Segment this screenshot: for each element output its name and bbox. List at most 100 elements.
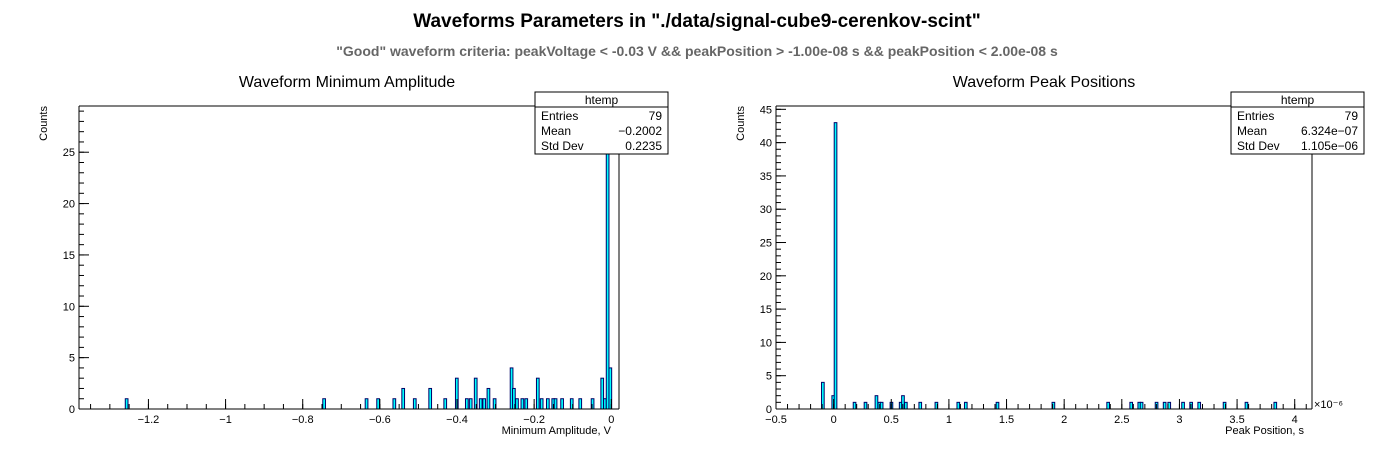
x-tick-label: −0.6 bbox=[369, 414, 391, 426]
x-tick-label: 0.5 bbox=[884, 414, 899, 426]
histogram-bar bbox=[376, 398, 380, 410]
x-axis-label: Peak Position, s bbox=[1225, 425, 1304, 437]
stats-box-name: htemp bbox=[1281, 93, 1315, 107]
y-tick-label: 15 bbox=[63, 250, 75, 262]
histogram-bar bbox=[482, 398, 487, 410]
y-tick-label: 10 bbox=[63, 301, 75, 313]
histogram-bar bbox=[524, 398, 529, 410]
histogram-bar bbox=[1244, 401, 1249, 410]
x-axis-label: Minimum Amplitude, V bbox=[502, 425, 612, 437]
y-axis-label: Counts bbox=[735, 106, 747, 141]
histogram-bar bbox=[535, 377, 540, 410]
y-tick-label: 20 bbox=[63, 199, 75, 211]
histogram-bar bbox=[520, 398, 525, 410]
histogram-bar bbox=[401, 387, 406, 410]
histogram-bar bbox=[545, 398, 550, 410]
y-tick-label: 35 bbox=[760, 171, 772, 183]
stats-box-frame bbox=[1230, 91, 1365, 155]
histogram-bar bbox=[443, 398, 448, 410]
histogram-bar bbox=[833, 122, 838, 410]
x-tick-label: −0.2 bbox=[523, 414, 545, 426]
histogram-bar bbox=[553, 398, 558, 410]
histogram-bar bbox=[478, 398, 483, 410]
stats-box-label: Std Dev bbox=[1237, 139, 1280, 153]
histogram-bar bbox=[515, 398, 519, 410]
y-tick-label: 5 bbox=[69, 353, 75, 365]
y-tick-label: 25 bbox=[760, 238, 772, 250]
histogram-bar bbox=[124, 398, 129, 410]
x-tick-label: −0.5 bbox=[765, 414, 787, 426]
histogram-bar bbox=[428, 387, 433, 410]
stats-box-value: −0.2002 bbox=[618, 124, 662, 138]
histogram-bar bbox=[392, 398, 397, 410]
histogram-bar bbox=[364, 398, 369, 410]
histogram-bar bbox=[1162, 401, 1167, 410]
histogram-bar bbox=[1129, 401, 1134, 410]
histogram-bar bbox=[1181, 401, 1185, 410]
histogram-bar bbox=[464, 398, 469, 410]
x-tick-label: 2 bbox=[1061, 414, 1067, 426]
stats-box: htemp Entries 79 Mean −0.2002 Std Dev 0.2235 bbox=[534, 91, 669, 155]
stats-box-value: 79 bbox=[1345, 109, 1359, 123]
y-tick-label: 10 bbox=[760, 337, 772, 349]
histogram-bar bbox=[578, 398, 583, 410]
x-tick-label: −1.2 bbox=[138, 414, 160, 426]
y-tick-label: 25 bbox=[63, 147, 75, 159]
stats-box-value: 1.105e−06 bbox=[1301, 139, 1358, 153]
y-tick-label: 40 bbox=[760, 138, 772, 150]
histogram-bar bbox=[1273, 401, 1278, 410]
histogram-bar bbox=[1139, 401, 1144, 410]
y-axis-label: Counts bbox=[38, 106, 50, 141]
histogram-bar bbox=[918, 401, 923, 410]
histogram-bar bbox=[956, 401, 961, 410]
y-tick-label: 15 bbox=[760, 304, 772, 316]
peak-position-histogram-panel: Waveform Peak Positions05101520253035404… bbox=[735, 74, 1365, 437]
x-tick-label: −1 bbox=[219, 414, 232, 426]
figure-subtitle: "Good" waveform criteria: peakVoltage < … bbox=[336, 43, 1058, 59]
histogram-bar bbox=[879, 401, 884, 410]
x-axis-multiplier: ×10⁻⁶ bbox=[1314, 399, 1343, 411]
y-tick-label: 20 bbox=[760, 271, 772, 283]
panel-title: Waveform Minimum Amplitude bbox=[239, 74, 455, 91]
x-tick-label: 2.5 bbox=[1114, 414, 1129, 426]
histogram-bar bbox=[486, 387, 491, 410]
stats-box-label: Mean bbox=[1237, 124, 1267, 138]
panel-title: Waveform Peak Positions bbox=[953, 74, 1136, 91]
x-tick-label: 1.5 bbox=[999, 414, 1014, 426]
stats-box-label: Mean bbox=[541, 124, 571, 138]
histogram-bar bbox=[874, 395, 879, 410]
stats-box-value: 0.2235 bbox=[625, 139, 662, 153]
stats-box-label: Entries bbox=[1237, 109, 1274, 123]
histogram-bar bbox=[863, 401, 868, 410]
histogram-bar bbox=[904, 401, 908, 410]
stats-box-frame bbox=[534, 91, 669, 155]
x-tick-label: −0.8 bbox=[292, 414, 314, 426]
y-tick-label: 30 bbox=[760, 204, 772, 216]
histogram-bar bbox=[1106, 401, 1110, 410]
stats-box-value: 79 bbox=[649, 109, 663, 123]
histogram-bar bbox=[963, 401, 968, 410]
histogram-bar bbox=[468, 398, 473, 410]
x-tick-label: 4 bbox=[1292, 414, 1298, 426]
y-tick-label: 0 bbox=[766, 404, 772, 416]
stats-box: htemp Entries 79 Mean 6.324e−07 Std Dev 1.105e… bbox=[1230, 91, 1365, 155]
x-tick-label: 0 bbox=[608, 414, 614, 426]
stats-box-value: 6.324e−07 bbox=[1301, 124, 1358, 138]
y-tick-label: 0 bbox=[69, 404, 75, 416]
figure-title: Waveforms Parameters in "./data/signal-c… bbox=[413, 11, 980, 32]
stats-box-label: Entries bbox=[541, 109, 578, 123]
y-tick-label: 45 bbox=[760, 104, 772, 116]
stats-box-label: Std Dev bbox=[541, 139, 584, 153]
histogram-bar bbox=[412, 398, 417, 410]
histogram-bar bbox=[852, 401, 857, 410]
x-tick-label: 0 bbox=[831, 414, 837, 426]
x-tick-label: 3 bbox=[1176, 414, 1182, 426]
x-tick-label: 3.5 bbox=[1229, 414, 1244, 426]
x-tick-label: −0.4 bbox=[446, 414, 468, 426]
stats-box-name: htemp bbox=[585, 93, 619, 107]
amplitude-histogram-panel: Waveform Minimum Amplitude 0 5 10 15 20 25 −1.2… bbox=[38, 74, 669, 437]
histogram-bar bbox=[1197, 401, 1202, 410]
histogram-bar bbox=[995, 401, 1000, 410]
x-tick-label: 1 bbox=[946, 414, 952, 426]
